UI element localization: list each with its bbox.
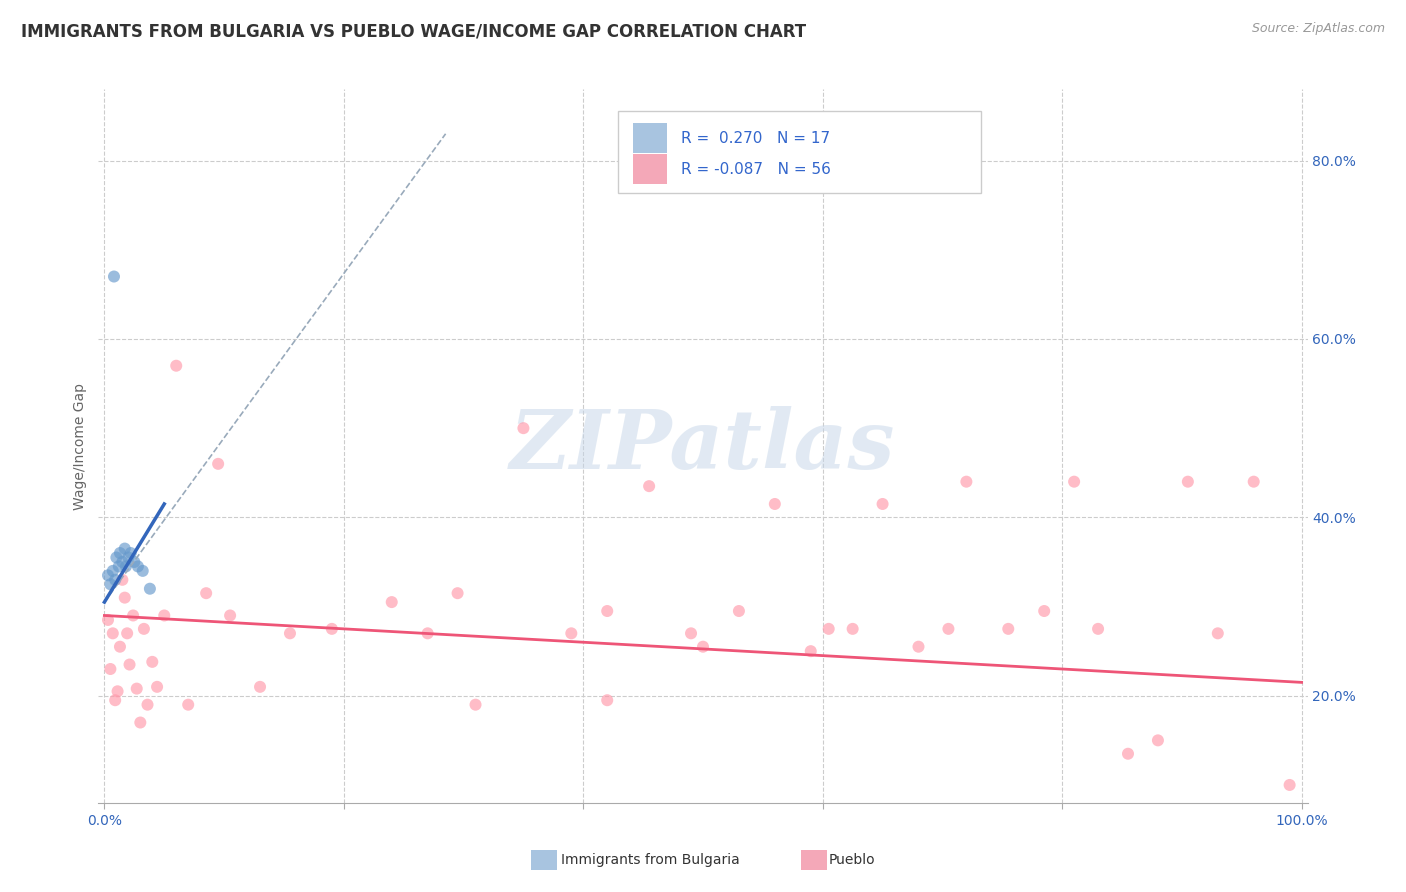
Point	[124, 555, 146, 569]
Point	[118, 657, 141, 672]
Point	[938, 622, 960, 636]
Point	[97, 568, 120, 582]
Point	[101, 626, 124, 640]
Point	[997, 622, 1019, 636]
Point	[125, 681, 148, 696]
Point	[560, 626, 582, 640]
Point	[111, 555, 134, 569]
Text: R =  0.270   N = 17: R = 0.270 N = 17	[682, 131, 831, 146]
Point	[1087, 622, 1109, 636]
FancyBboxPatch shape	[633, 154, 666, 184]
Point	[141, 655, 163, 669]
Point	[872, 497, 894, 511]
Point	[278, 626, 301, 640]
Point	[146, 680, 169, 694]
Point	[107, 684, 129, 698]
Point	[101, 564, 124, 578]
Point	[108, 546, 131, 560]
Point	[1033, 604, 1056, 618]
Point	[249, 680, 271, 694]
Point	[1206, 626, 1229, 640]
Point	[136, 698, 159, 712]
Point	[115, 626, 138, 640]
Point	[177, 698, 200, 712]
Point	[955, 475, 977, 489]
Point	[129, 715, 152, 730]
Point	[132, 622, 155, 636]
Point	[1063, 475, 1085, 489]
Point	[104, 693, 127, 707]
Y-axis label: Wage/Income Gap: Wage/Income Gap	[73, 383, 87, 509]
FancyBboxPatch shape	[619, 111, 981, 193]
Point	[122, 608, 145, 623]
Point	[103, 269, 125, 284]
Point	[596, 693, 619, 707]
Point	[800, 644, 823, 658]
Text: R = -0.087   N = 56: R = -0.087 N = 56	[682, 161, 831, 177]
Text: IMMIGRANTS FROM BULGARIA VS PUEBLO WAGE/INCOME GAP CORRELATION CHART: IMMIGRANTS FROM BULGARIA VS PUEBLO WAGE/…	[21, 22, 806, 40]
Point	[100, 577, 122, 591]
Point	[1116, 747, 1139, 761]
Point	[139, 582, 162, 596]
Point	[105, 550, 128, 565]
Point	[114, 591, 136, 605]
Point	[446, 586, 468, 600]
Point	[817, 622, 839, 636]
Point	[97, 613, 120, 627]
Point	[108, 640, 131, 654]
Point	[1177, 475, 1199, 489]
Point	[219, 608, 242, 623]
Point	[381, 595, 404, 609]
Point	[132, 564, 155, 578]
Point	[1243, 475, 1265, 489]
Point	[679, 626, 702, 640]
Text: Source: ZipAtlas.com: Source: ZipAtlas.com	[1251, 22, 1385, 36]
Point	[763, 497, 786, 511]
Point	[464, 698, 486, 712]
Point	[120, 546, 142, 560]
Point	[207, 457, 229, 471]
Point	[127, 559, 149, 574]
Point	[512, 421, 534, 435]
Point	[107, 559, 129, 574]
Point	[841, 622, 863, 636]
Point	[115, 559, 138, 574]
Point	[100, 662, 122, 676]
Point	[114, 541, 136, 556]
Text: Pueblo: Pueblo	[828, 853, 875, 867]
Point	[638, 479, 661, 493]
Point	[111, 573, 134, 587]
Point	[104, 573, 127, 587]
Point	[728, 604, 751, 618]
Point	[153, 608, 176, 623]
Point	[1147, 733, 1170, 747]
Point	[692, 640, 714, 654]
Point	[321, 622, 343, 636]
FancyBboxPatch shape	[633, 123, 666, 153]
Point	[596, 604, 619, 618]
Point	[907, 640, 929, 654]
Text: ZIPatlas: ZIPatlas	[510, 406, 896, 486]
Point	[165, 359, 187, 373]
Text: Immigrants from Bulgaria: Immigrants from Bulgaria	[561, 853, 740, 867]
Point	[117, 550, 139, 565]
Point	[195, 586, 218, 600]
Point	[416, 626, 439, 640]
Point	[1278, 778, 1301, 792]
